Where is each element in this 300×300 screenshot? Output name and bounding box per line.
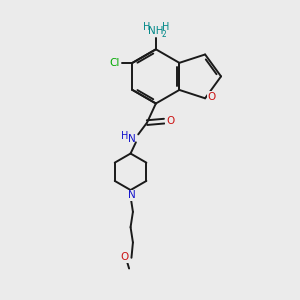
Text: N: N xyxy=(128,190,135,200)
Text: H: H xyxy=(143,22,150,32)
Text: NH: NH xyxy=(148,26,163,36)
Text: O: O xyxy=(121,252,129,262)
Text: O: O xyxy=(208,92,216,102)
Text: Cl: Cl xyxy=(109,58,119,68)
Text: H: H xyxy=(121,130,128,141)
Text: N: N xyxy=(128,134,136,143)
Text: O: O xyxy=(166,116,174,126)
Text: 2: 2 xyxy=(161,30,166,39)
Text: H: H xyxy=(162,22,169,32)
